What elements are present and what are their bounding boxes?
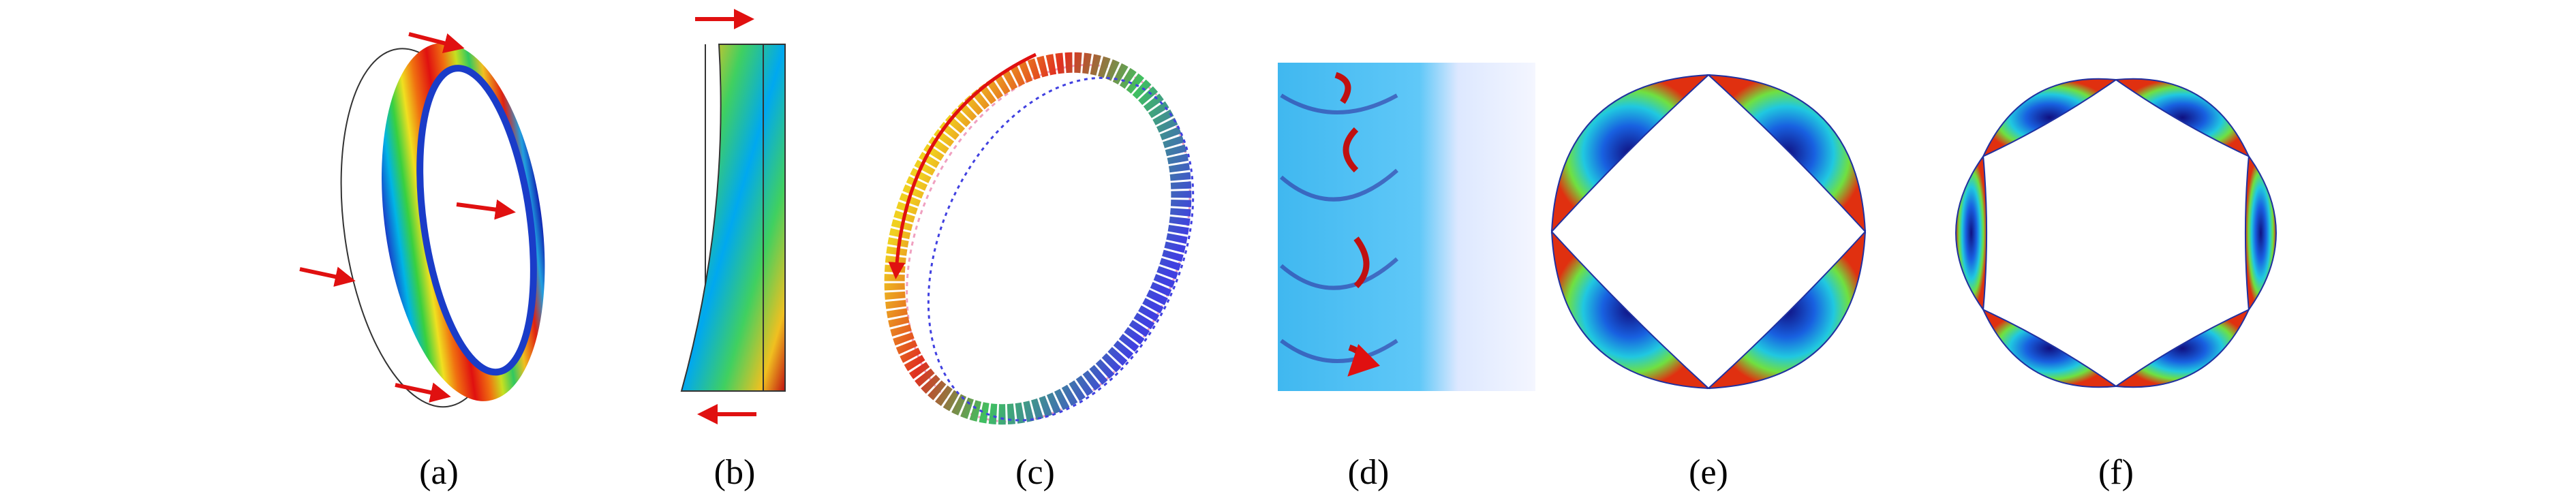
lobe	[1982, 308, 2118, 388]
panel-label: (d)	[1348, 453, 1390, 492]
lobe	[1982, 78, 2118, 158]
lobe	[2244, 154, 2277, 312]
panel-b-arrows	[695, 9, 756, 424]
panel-d-image	[1278, 63, 1535, 391]
panel-label: (f)	[2098, 453, 2134, 492]
lobe	[2114, 78, 2250, 158]
panel-c-arrow	[888, 52, 1037, 279]
panel-a-image	[340, 43, 545, 408]
panel-f-image	[1955, 78, 2277, 388]
panel-label: (b)	[714, 453, 756, 492]
panel-label: (a)	[419, 453, 459, 492]
panel-e-image	[1550, 74, 1867, 390]
lobe	[1706, 230, 1867, 390]
panel-label: (e)	[1689, 453, 1728, 492]
panel-b-image	[680, 44, 786, 392]
lobe	[1550, 74, 1711, 234]
panel-a-arrows	[299, 32, 516, 403]
lobe	[1550, 230, 1711, 390]
lobe	[2114, 308, 2250, 388]
panel-c-image	[884, 52, 1195, 425]
lobe	[1706, 74, 1867, 234]
lobe	[1955, 154, 1988, 312]
panel-label: (c)	[1015, 453, 1055, 492]
